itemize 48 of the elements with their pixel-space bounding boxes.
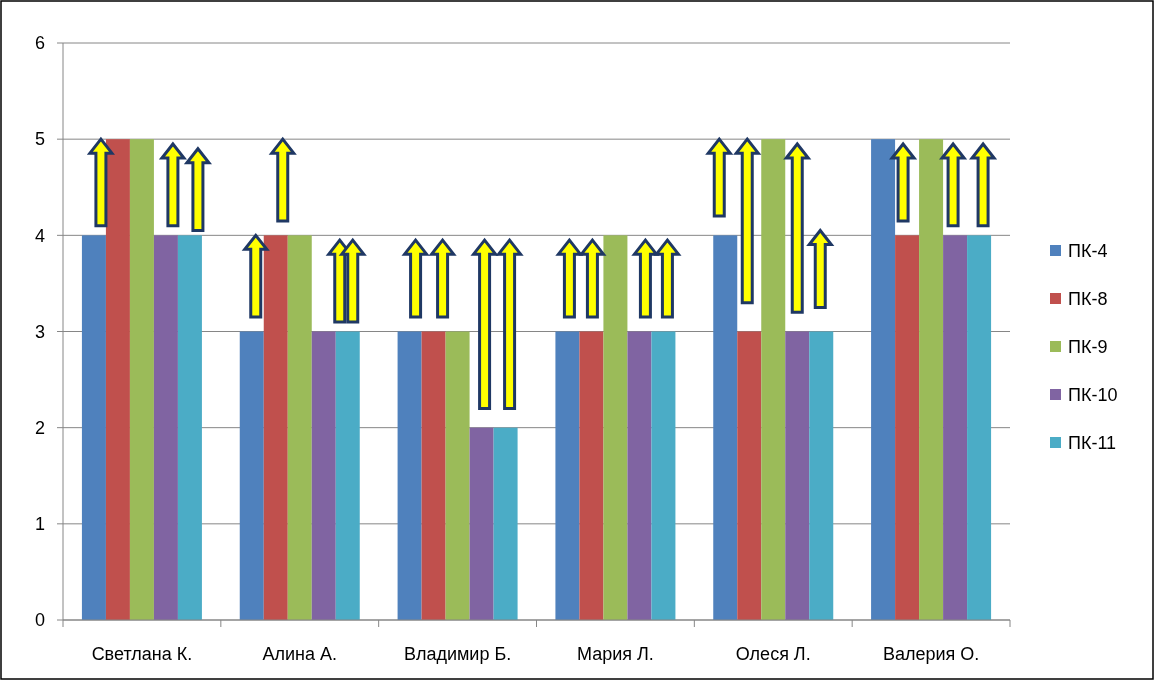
y-tick-label: 3 bbox=[34, 321, 45, 342]
bar bbox=[627, 331, 652, 620]
bar bbox=[153, 235, 178, 620]
bar bbox=[871, 139, 896, 620]
bar bbox=[129, 139, 154, 620]
bar bbox=[809, 331, 834, 620]
y-tick-label: 0 bbox=[34, 610, 45, 631]
y-tick-label: 6 bbox=[34, 33, 45, 54]
bar bbox=[421, 331, 446, 620]
y-tick-label: 5 bbox=[34, 129, 45, 150]
bar bbox=[81, 235, 106, 620]
bar bbox=[603, 235, 628, 620]
bar bbox=[287, 235, 312, 620]
bar bbox=[177, 235, 202, 620]
x-tick-label: Валерия О. bbox=[882, 644, 980, 664]
bar bbox=[445, 331, 470, 620]
bar bbox=[555, 331, 580, 620]
legend-label: ПК-9 bbox=[1068, 337, 1108, 358]
bar bbox=[263, 235, 288, 620]
legend-label: ПК-8 bbox=[1068, 289, 1108, 310]
legend-label: ПК-10 bbox=[1068, 385, 1118, 406]
bar bbox=[335, 331, 360, 620]
bar bbox=[713, 235, 738, 620]
x-tick-label: Олеся Л. bbox=[735, 644, 811, 664]
bar bbox=[785, 331, 810, 620]
bar bbox=[737, 331, 762, 620]
bar bbox=[105, 139, 130, 620]
y-tick-label: 4 bbox=[34, 225, 45, 246]
bar bbox=[651, 331, 676, 620]
x-tick-label: Светлана К. bbox=[91, 644, 193, 664]
x-tick-label: Владимир Б. bbox=[403, 644, 512, 664]
bar bbox=[919, 139, 944, 620]
y-tick-label: 2 bbox=[34, 417, 45, 438]
bar bbox=[967, 235, 992, 620]
bar bbox=[469, 427, 494, 620]
y-tick-label: 1 bbox=[34, 514, 45, 535]
bar bbox=[397, 331, 422, 620]
legend-label: ПК-11 bbox=[1068, 433, 1117, 454]
bar bbox=[761, 139, 786, 620]
bar bbox=[239, 331, 264, 620]
bar bbox=[943, 235, 968, 620]
legend-label: ПК-4 bbox=[1068, 241, 1108, 262]
bar bbox=[579, 331, 604, 620]
bar bbox=[895, 235, 920, 620]
bar bbox=[493, 427, 518, 620]
bar bbox=[311, 331, 336, 620]
x-tick-label: Мария Л. bbox=[576, 644, 654, 664]
x-tick-label: Алина А. bbox=[262, 644, 338, 664]
